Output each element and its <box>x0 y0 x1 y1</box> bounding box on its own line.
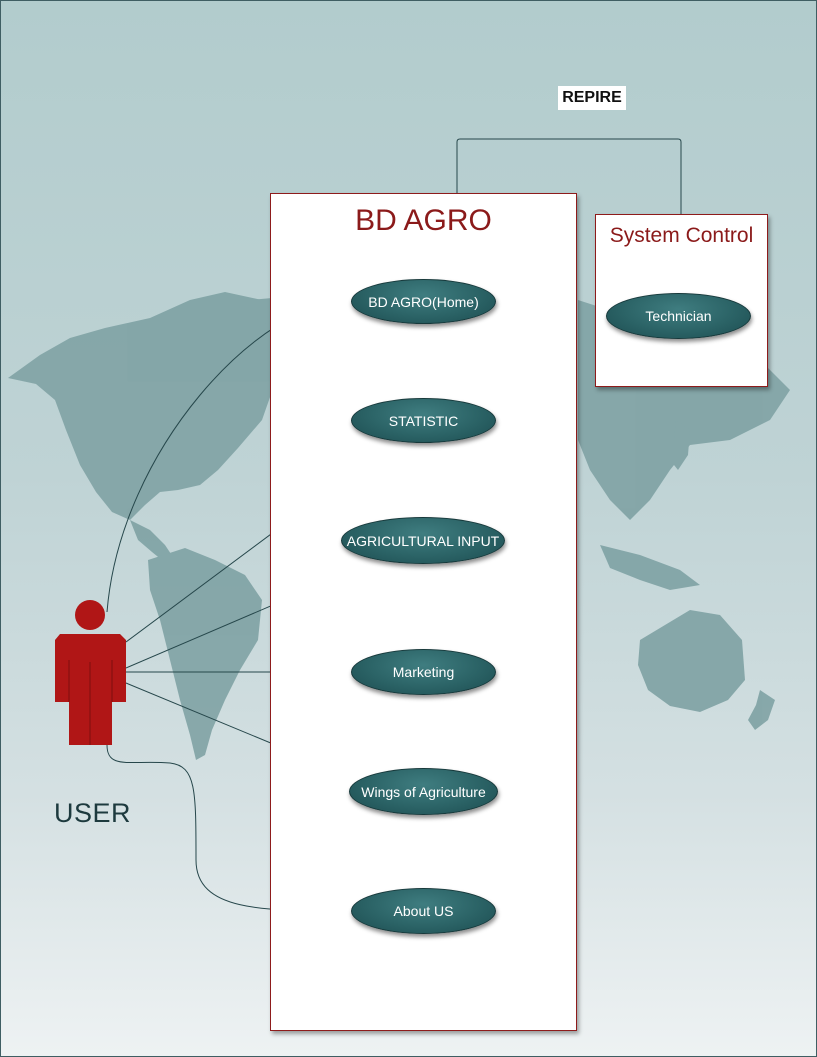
usecase-agricultural-input[interactable]: AGRICULTURAL INPUT <box>341 517 505 564</box>
bd-agro-system-title: BD AGRO <box>355 204 492 237</box>
usecase-marketing[interactable]: Marketing <box>351 649 496 695</box>
repire-label: REPIRE <box>558 86 626 110</box>
usecase-about-us[interactable]: About US <box>351 888 496 934</box>
system-control-title: System Control <box>609 224 754 247</box>
map-new-zealand <box>748 690 775 730</box>
assoc-line-about <box>106 744 353 912</box>
map-south-america <box>148 548 262 760</box>
map-se-asia <box>600 545 700 590</box>
user-actor-label: USER <box>54 798 132 828</box>
map-central-america <box>130 520 175 565</box>
map-north-america <box>8 292 280 520</box>
usecase-statistic[interactable]: STATISTIC <box>351 398 496 443</box>
usecase-technician[interactable]: Technician <box>606 293 751 339</box>
user-actor-icon[interactable] <box>55 600 126 745</box>
usecase-home[interactable]: BD AGRO(Home) <box>351 279 496 324</box>
map-australia <box>638 610 745 712</box>
repire-connector <box>456 138 682 215</box>
usecase-wings-of-agriculture[interactable]: Wings of Agriculture <box>349 768 498 815</box>
map-japan <box>670 420 690 470</box>
